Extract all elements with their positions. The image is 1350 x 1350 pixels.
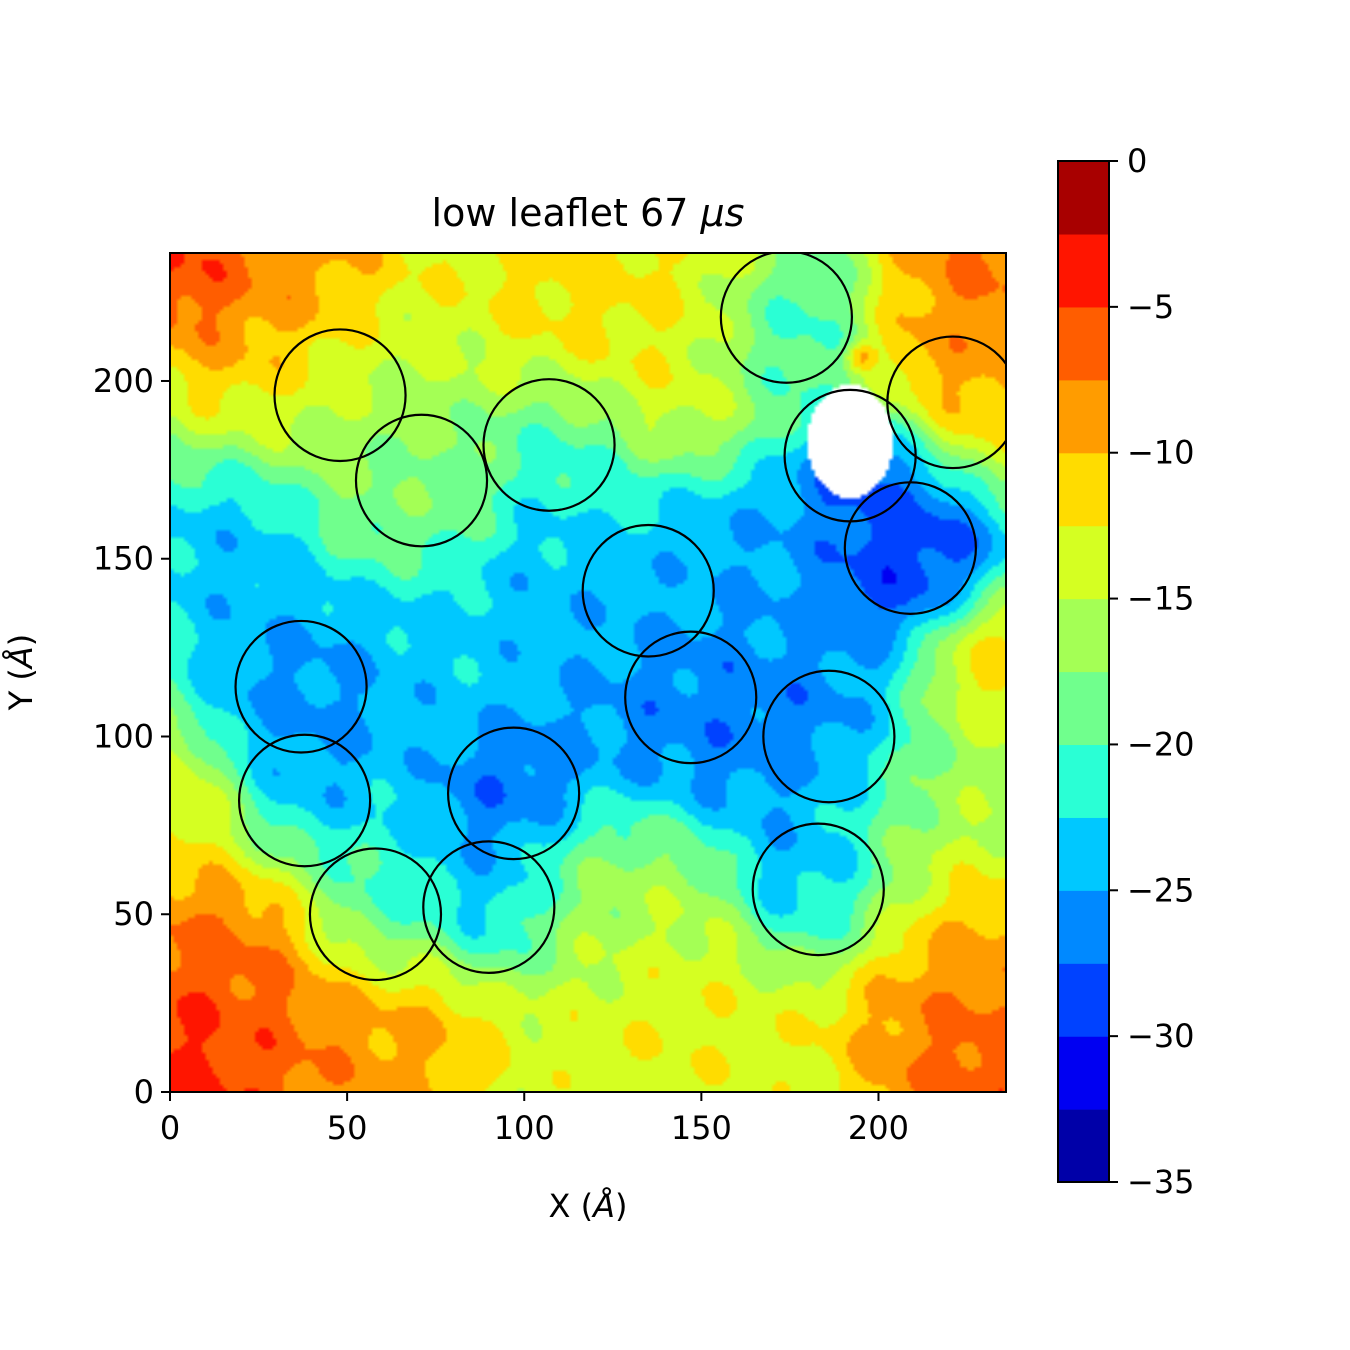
colorbar-band-2 — [1058, 1036, 1109, 1110]
y-tick-label: 100 — [93, 717, 154, 755]
chart-title: low leaflet 67 μs — [432, 191, 745, 235]
heatmap-image — [170, 253, 1006, 1092]
x-tick-label: 200 — [848, 1109, 909, 1147]
colorbar-band-6 — [1058, 744, 1109, 818]
colorbar-tick-label: −5 — [1127, 288, 1174, 326]
colorbar-tick-label: −30 — [1127, 1017, 1195, 1055]
circles-layer — [234, 253, 1006, 982]
colorbar-band-8 — [1058, 598, 1109, 673]
colorbar-band-12 — [1058, 306, 1109, 381]
colorbar-band-5 — [1058, 817, 1109, 891]
colorbar-band-4 — [1058, 890, 1109, 964]
overlay-circle-12 — [237, 733, 372, 868]
overlay-circle-13 — [446, 726, 581, 861]
overlay-circle-4 — [719, 253, 853, 384]
colorbar-tick-label: −25 — [1127, 871, 1195, 909]
colorbar-tick-label: 0 — [1127, 142, 1147, 180]
colorbar-band-3 — [1058, 963, 1109, 1037]
colorbar-band-10 — [1058, 452, 1109, 527]
colorbar-band-9 — [1058, 525, 1109, 600]
overlay-circle-11 — [234, 619, 368, 754]
x-tick-label: 100 — [494, 1109, 555, 1147]
plot-frame — [169, 252, 1007, 1093]
overlay-circle-1 — [273, 328, 407, 463]
y-tick-label: 200 — [93, 362, 154, 400]
overlay-circle-8 — [581, 523, 715, 658]
x-axis-label: X (Å) — [549, 1187, 628, 1225]
colorbar-ticks: 0 −5 −10 −15 −20 −25 −30 −35 — [1109, 142, 1195, 1201]
y-axis-label: Y (Å) — [2, 634, 40, 712]
y-tick-label: 0 — [134, 1073, 154, 1111]
x-tick-label: 50 — [327, 1109, 368, 1147]
overlay-circle-7 — [843, 481, 977, 615]
y-tick-label: 150 — [93, 540, 154, 578]
colorbar-band-14 — [1058, 161, 1109, 235]
overlay-circle-9 — [624, 630, 758, 765]
overlay-circle-15 — [308, 847, 443, 982]
heatmap-field — [170, 253, 1006, 1092]
overlay-circle-14 — [751, 822, 885, 957]
overlay-circle-3 — [482, 378, 616, 512]
colorbar — [1058, 161, 1109, 1183]
colorbar-band-11 — [1058, 379, 1109, 454]
colorbar-tick-label: −10 — [1127, 434, 1195, 472]
overlay-circle-2 — [354, 413, 489, 548]
x-axis: 0 50 100 150 200 — [160, 1092, 909, 1147]
x-tick-label: 150 — [671, 1109, 732, 1147]
colorbar-tick-label: −15 — [1127, 580, 1195, 618]
colorbar-band-1 — [1058, 1109, 1109, 1183]
colorbar-tick-label: −35 — [1127, 1163, 1195, 1201]
colorbar-band-7 — [1058, 671, 1109, 746]
x-tick-label: 0 — [160, 1109, 180, 1147]
y-axis: 0 50 100 150 200 — [93, 362, 170, 1111]
colorbar-frame — [1057, 160, 1110, 1183]
colorbar-tick-label: −20 — [1127, 725, 1195, 763]
overlay-circle-10 — [762, 669, 896, 804]
y-tick-label: 50 — [113, 895, 154, 933]
overlay-circle-16 — [422, 840, 556, 975]
colorbar-band-13 — [1058, 233, 1109, 308]
